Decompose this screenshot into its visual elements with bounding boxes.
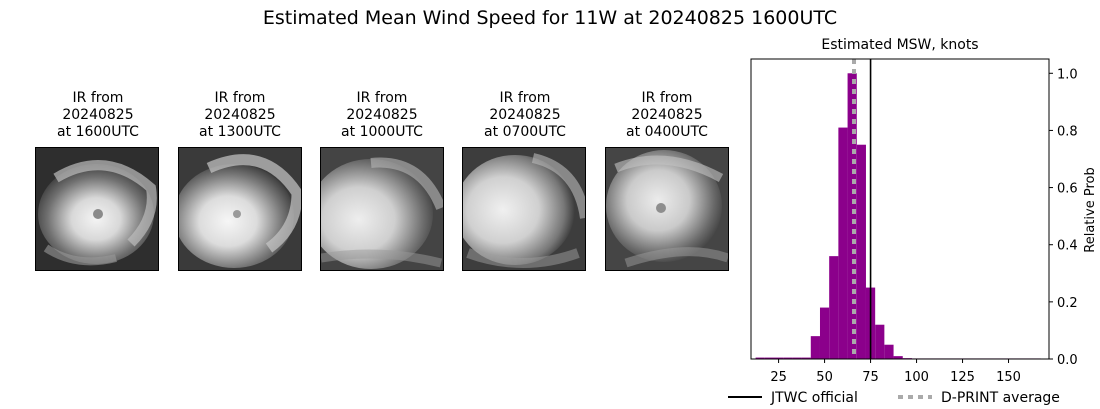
ir-satellite-image-5 bbox=[605, 147, 729, 271]
histogram-bar bbox=[801, 357, 811, 359]
ir-satellite-image-2 bbox=[178, 147, 302, 271]
ir-satellite-image-1 bbox=[35, 147, 159, 271]
ir-panel-title-line: 20240825 bbox=[346, 107, 418, 123]
ir-panel-title-5: IR from 20240825 at 0400UTC bbox=[597, 90, 737, 141]
y-axis-label: Relative Prob bbox=[1083, 167, 1098, 252]
y-tick-label: 0.4 bbox=[1057, 239, 1078, 254]
x-tick-label: 50 bbox=[816, 370, 833, 385]
histogram-bar bbox=[856, 144, 866, 359]
legend-dprint-label: D-PRINT average bbox=[941, 390, 1060, 406]
ir-satellite-image-4 bbox=[462, 147, 586, 271]
ir-panel-title-line: IR from bbox=[499, 90, 551, 106]
chart-legend: JTWC official D-PRINT average bbox=[728, 390, 1060, 406]
ir-satellite-image-3 bbox=[320, 147, 444, 271]
ir-panel-title-4: IR from 20240825 at 0700UTC bbox=[455, 90, 595, 141]
ir-panel-title-line: at 1300UTC bbox=[199, 124, 281, 140]
ir-panel-title-line: IR from bbox=[72, 90, 124, 106]
figure-title: Estimated Mean Wind Speed for 11W at 202… bbox=[262, 7, 838, 29]
x-tick-label: 100 bbox=[904, 370, 929, 385]
ir-panel-title-line: 20240825 bbox=[489, 107, 561, 123]
histogram-bar bbox=[838, 127, 848, 359]
ir-panel-title-line: at 0400UTC bbox=[626, 124, 708, 140]
ir-panel-title-3: IR from 20240825 at 1000UTC bbox=[312, 90, 452, 141]
ir-panel-title-line: at 0700UTC bbox=[484, 124, 566, 140]
histogram-bar bbox=[764, 357, 774, 359]
chart-title: Estimated MSW, knots bbox=[821, 37, 978, 53]
ir-panel-title-line: 20240825 bbox=[631, 107, 703, 123]
histogram-bar bbox=[884, 344, 894, 359]
x-tick-label: 25 bbox=[770, 370, 787, 385]
y-tick-label: 0.6 bbox=[1057, 182, 1078, 197]
ir-panel-title-line: IR from bbox=[641, 90, 693, 106]
x-tick-label: 75 bbox=[862, 370, 879, 385]
histogram-bar bbox=[783, 357, 793, 359]
histogram-bar bbox=[792, 357, 802, 359]
histogram-bar bbox=[893, 356, 903, 359]
plot-frame bbox=[750, 58, 1050, 360]
histogram-bar bbox=[755, 357, 765, 359]
histogram-bar bbox=[875, 324, 885, 359]
ir-panel-title-line: 20240825 bbox=[204, 107, 276, 123]
legend-jtwc-label: JTWC official bbox=[770, 390, 858, 406]
histogram-bar bbox=[829, 256, 839, 359]
y-tick-label: 1.0 bbox=[1057, 67, 1078, 82]
ir-panel-title-2: IR from 20240825 at 1300UTC bbox=[170, 90, 310, 141]
ir-panel-title-line: IR from bbox=[356, 90, 408, 106]
y-tick-label: 0.2 bbox=[1057, 296, 1078, 311]
ir-panel-title-line: at 1600UTC bbox=[57, 124, 139, 140]
histogram-bar bbox=[810, 336, 820, 359]
y-tick-label: 0.0 bbox=[1057, 353, 1078, 368]
x-tick-label: 150 bbox=[996, 370, 1021, 385]
ir-panel-title-1: IR from 20240825 at 1600UTC bbox=[28, 90, 168, 141]
ir-panel-title-line: 20240825 bbox=[62, 107, 134, 123]
y-tick-label: 0.8 bbox=[1057, 124, 1078, 139]
histogram-bar bbox=[819, 307, 830, 359]
ir-panel-title-line: IR from bbox=[214, 90, 266, 106]
histogram-bar bbox=[773, 357, 784, 359]
ir-panel-title-line: at 1000UTC bbox=[341, 124, 423, 140]
histogram-bar bbox=[847, 73, 857, 360]
x-tick-label: 125 bbox=[950, 370, 975, 385]
